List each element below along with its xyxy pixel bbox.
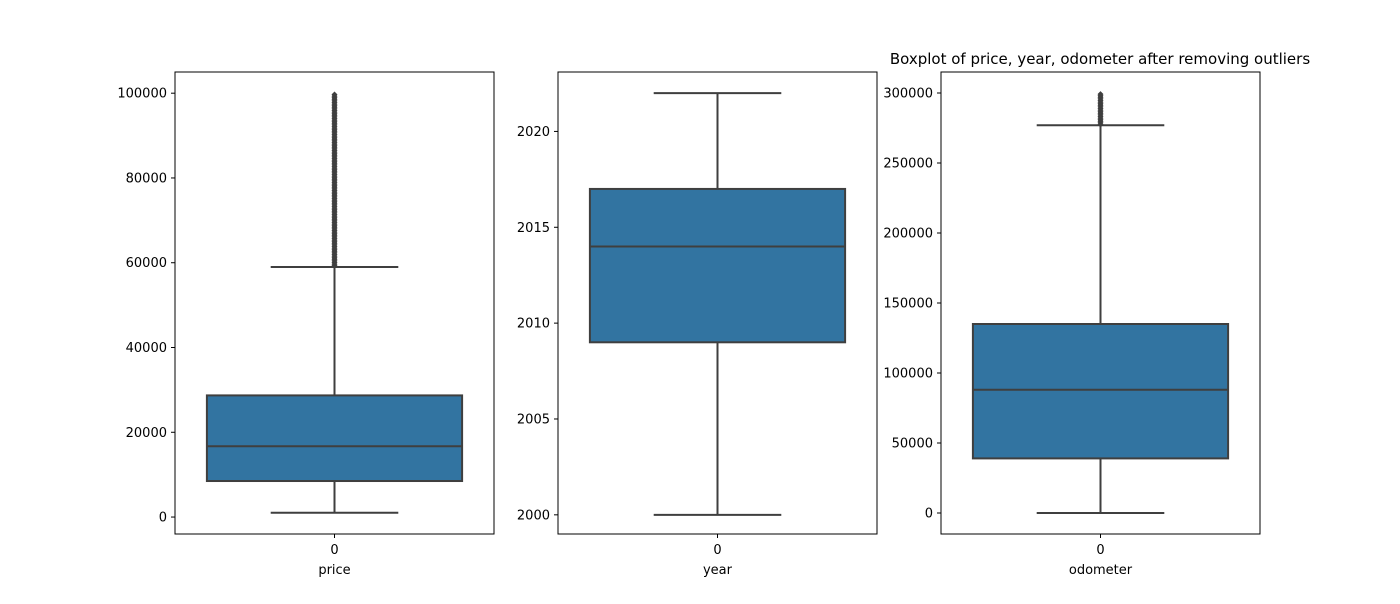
y-tick-label: 2015 <box>517 221 550 236</box>
y-tick-label: 100000 <box>117 87 167 102</box>
x-tick-label: 0 <box>330 543 338 558</box>
y-tick-label: 2010 <box>517 317 550 332</box>
y-tick-label: 250000 <box>883 157 933 172</box>
y-tick-label: 2000 <box>517 508 550 523</box>
y-tick-label: 0 <box>159 511 167 526</box>
y-tick-label: 2020 <box>517 125 550 140</box>
y-tick-label: 60000 <box>126 256 167 271</box>
x-axis-label: year <box>703 563 733 578</box>
y-tick-label: 0 <box>925 507 933 522</box>
iqr-box <box>588 187 847 344</box>
figure-title: Boxplot of price, year, odometer after r… <box>890 50 1311 68</box>
y-tick-label: 2005 <box>517 412 550 427</box>
iqr-box <box>971 323 1230 460</box>
subplot-price: 0 20000 40000 60000 80000 100000 0 price <box>117 71 495 578</box>
y-tick-label: 80000 <box>126 171 167 186</box>
outlier-marker <box>331 91 338 98</box>
outlier-marker <box>1097 91 1104 98</box>
y-tick-label: 300000 <box>883 87 933 102</box>
y-tick-label: 40000 <box>126 341 167 356</box>
subplot-odometer: 0 50000 100000 150000 200000 250000 300000 0 odo… <box>883 71 1261 578</box>
x-tick-label: 0 <box>713 543 721 558</box>
x-tick-label: 0 <box>1096 543 1104 558</box>
y-tick-label: 150000 <box>883 297 933 312</box>
y-tick-label: 20000 <box>126 426 167 441</box>
iqr-box <box>205 394 464 483</box>
subplot-year: 2000 2005 2010 2015 2020 0 year <box>517 71 878 578</box>
y-tick-label: 50000 <box>892 437 933 452</box>
y-tick-label: 100000 <box>883 367 933 382</box>
x-axis-label: price <box>318 563 350 578</box>
x-axis-label: odometer <box>1069 563 1133 578</box>
y-tick-label: 200000 <box>883 227 933 242</box>
